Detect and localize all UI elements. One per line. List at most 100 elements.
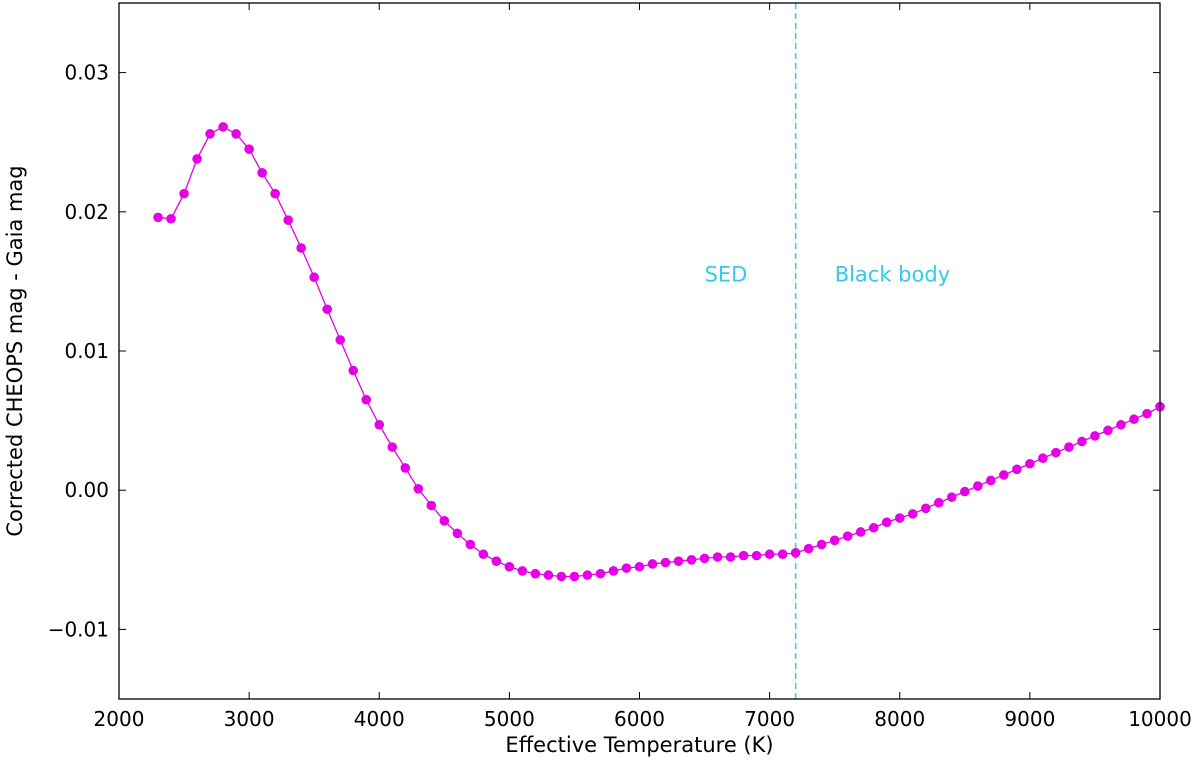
data-point [634,561,645,572]
data-point [1012,464,1022,475]
data-point [517,566,528,576]
data-point [1103,425,1113,436]
data-point [400,463,411,473]
y-tick-label: 0.03 [64,61,109,85]
data-point [439,516,450,526]
x-tick-label: 3000 [224,707,275,731]
data-point [608,566,619,576]
data-point [244,144,254,154]
data-point [283,215,293,225]
y-tick-label: 0.02 [64,200,109,224]
data-point [699,553,710,564]
data-point [920,503,931,514]
data-point [725,552,736,562]
data-point [973,481,983,491]
data-point [751,550,762,561]
data-point [569,571,580,582]
data-point [257,168,267,178]
data-point [738,550,749,561]
y-axis-label: Corrected CHEOPS mag - Gaia mag [3,165,27,536]
data-point [296,243,306,253]
data-point [1116,419,1126,430]
data-point [231,129,241,139]
data-point [907,509,918,519]
data-point [374,419,385,430]
data-point [270,188,280,199]
data-point [621,563,632,573]
data-point [660,557,671,568]
data-point [205,129,215,139]
y-tick-label: 0.00 [64,478,109,502]
data-point [1025,458,1035,469]
y-tick-label: −0.01 [48,617,109,641]
x-tick-label: 4000 [354,707,405,731]
data-point [465,539,476,550]
data-point [153,212,163,223]
data-point [582,570,593,580]
annotation-sed: SED [705,262,748,286]
data-point [179,188,189,199]
x-tick-label: 5000 [484,707,535,731]
data-point [543,570,554,580]
data-point [361,394,372,405]
data-point [712,552,723,562]
data-point [673,556,684,566]
data-point [647,559,658,569]
y-axis-ticks: −0.01 0.00 0.01 0.02 0.03 [48,61,1160,641]
data-point [595,568,606,579]
data-point [764,549,775,560]
series-line [157,126,1161,578]
data-point [1077,436,1087,447]
data-point [842,531,853,541]
data-point [999,470,1009,480]
x-tick-label: 10000 [1128,707,1192,731]
x-tick-label: 9000 [1004,707,1055,731]
data-point [387,442,398,452]
x-tick-label: 8000 [874,707,925,731]
x-tick-label: 7000 [744,707,795,731]
x-tick-label: 2000 [94,707,145,731]
data-point [1090,431,1100,441]
data-point [881,517,892,528]
data-point [1038,453,1048,463]
data-point [192,154,202,164]
data-point [829,535,840,546]
data-point [322,304,333,315]
data-point [960,486,970,497]
annotation-black-body: Black body [835,262,950,286]
data-point [803,543,814,554]
data-point [413,484,424,494]
y-tick-label: 0.01 [64,339,109,363]
data-point [309,272,319,283]
x-axis-ticks: 2000 3000 4000 5000 6000 7000 8000 9000 10000 [94,3,1192,731]
data-point [1129,414,1139,425]
data-point [335,335,346,345]
data-point [218,122,228,132]
data-point [947,492,957,502]
data-point [530,568,541,579]
x-tick-label: 6000 [614,707,665,731]
data-point [348,365,359,376]
x-axis-label: Effective Temperature (K) [505,733,773,757]
data-point [1051,447,1061,458]
data-point [933,497,944,508]
data-point [986,475,996,486]
data-point [868,522,879,533]
data-point [478,549,489,560]
data-point [556,571,567,582]
plot-frame [118,2,1161,700]
data-point [504,561,515,572]
data-point [452,528,463,539]
data-point [1142,408,1152,419]
data-point [166,213,176,224]
data-point [777,549,788,560]
data-point [491,556,502,566]
data-point [686,555,697,565]
data-point [816,539,827,550]
data-point [790,548,801,558]
data-point [855,527,866,537]
data-point [1064,442,1074,452]
data-point [894,513,905,523]
data-point [426,500,437,511]
